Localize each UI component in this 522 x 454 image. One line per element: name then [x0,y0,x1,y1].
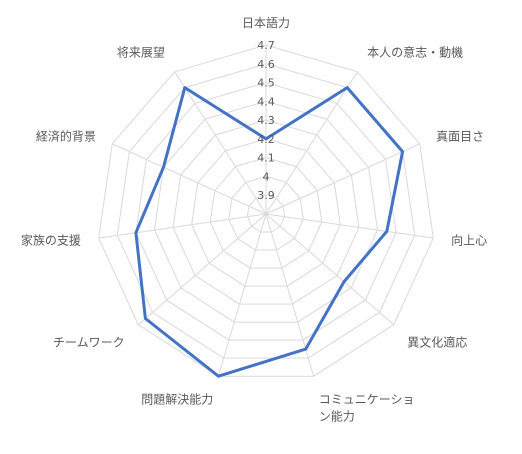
category-label-line: 問題解決能力 [141,392,213,406]
category-label: チームワーク [53,336,125,350]
category-label-line: 将来展望 [117,46,165,60]
tick-label: 4.5 [257,77,275,90]
category-label-line: 家族の支援 [21,233,81,248]
category-label: コミュニケーション能力 [319,392,415,423]
category-label-line: 本人の意志・動機 [367,45,463,60]
grid-spoke [266,214,433,238]
tick-label: 4.7 [257,39,275,52]
category-label: 異文化適応 [407,335,467,350]
category-label-line: 経済的背景 [36,128,96,143]
category-label: 日本語力 [242,15,290,30]
grid-spoke [99,214,266,238]
category-label-line: チームワーク [53,336,125,350]
category-label-line: 日本語力 [242,15,290,30]
tick-label: 4.6 [257,58,275,71]
grid-spoke [138,214,266,325]
category-label-line: 向上心 [451,233,487,248]
category-label: 向上心 [451,233,487,248]
tick-label: 4 [263,170,270,183]
category-label-line: 異文化適応 [407,335,467,350]
category-label: 将来展望 [117,46,165,60]
category-label: 真面目さ [436,129,484,143]
category-label: 本人の意志・動機 [367,45,463,60]
tick-label: 4.1 [257,152,275,165]
tick-label: 3.9 [257,189,275,202]
tick-label: 4.2 [257,133,275,146]
category-label: 問題解決能力 [141,392,213,406]
tick-label: 4.4 [257,95,275,108]
category-label-line: 真面目さ [436,129,484,143]
category-label-line: ン能力 [319,409,355,423]
category-label: 経済的背景 [36,128,96,143]
category-label-line: コミュニケーショ [319,392,415,406]
category-label: 家族の支援 [21,233,81,248]
tick-label: 4.3 [257,114,275,127]
